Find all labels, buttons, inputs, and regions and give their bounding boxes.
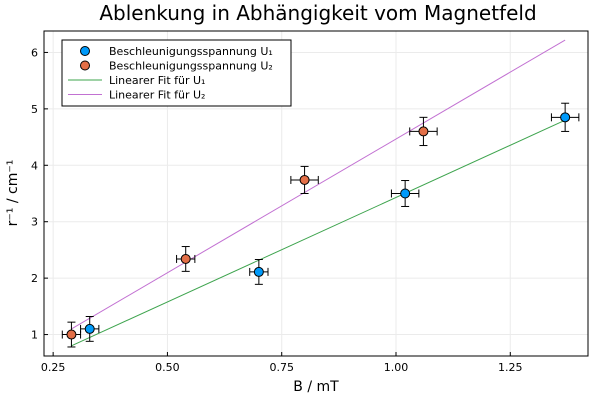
data-point (80, 316, 100, 342)
point-marker (66, 329, 77, 340)
y-tick-label: 2 (31, 272, 38, 285)
x-tick-label: 1.25 (498, 361, 523, 374)
data-point (61, 321, 82, 348)
y-axis-label: r⁻¹ / cm⁻¹ (5, 160, 21, 227)
plot-frame (43, 30, 589, 357)
data-points (61, 102, 580, 348)
data-point (290, 165, 319, 194)
fit-line-1 (71, 119, 566, 347)
fit-line-2 (71, 39, 566, 330)
data-point (249, 259, 269, 285)
y-tick-label: 1 (31, 329, 38, 342)
x-tick-label: 0.25 (41, 361, 66, 374)
legend-label: Beschleunigungsspannung U₁ (109, 45, 273, 58)
point-marker (560, 112, 571, 123)
y-tick-label: 4 (31, 159, 38, 172)
data-point (409, 116, 438, 147)
point-marker (84, 323, 95, 334)
legend-label: Linearer Fit für U₂ (109, 89, 205, 102)
data-point (390, 180, 420, 207)
x-tick-label: 1.00 (384, 361, 409, 374)
axis-ticks: 0.25 0.50 0.75 1.00 1.25 1 2 3 4 5 6 (31, 46, 523, 374)
point-marker (418, 126, 429, 137)
legend: Beschleunigungsspannung U₁ Beschleunigung… (61, 39, 292, 107)
legend-label: Beschleunigungsspannung U₂ (109, 60, 273, 73)
point-marker (180, 253, 191, 264)
y-tick-label: 6 (31, 46, 38, 59)
x-tick-label: 0.50 (155, 361, 180, 374)
chart-title: Ablenkung in Abhängigkeit vom Magnetfeld (99, 1, 536, 25)
legend-label: Linearer Fit für U₁ (109, 74, 205, 87)
y-tick-label: 5 (31, 103, 38, 116)
legend-marker-swatch (80, 60, 90, 71)
x-tick-label: 0.75 (269, 361, 294, 374)
point-marker (299, 174, 310, 185)
point-marker (400, 188, 411, 199)
fit-lines (71, 39, 566, 347)
data-point (550, 102, 580, 132)
legend-marker-swatch (80, 46, 90, 56)
point-marker (253, 266, 264, 277)
data-point (176, 246, 196, 272)
y-tick-label: 3 (31, 216, 38, 229)
x-axis-label: B / mT (293, 379, 339, 395)
